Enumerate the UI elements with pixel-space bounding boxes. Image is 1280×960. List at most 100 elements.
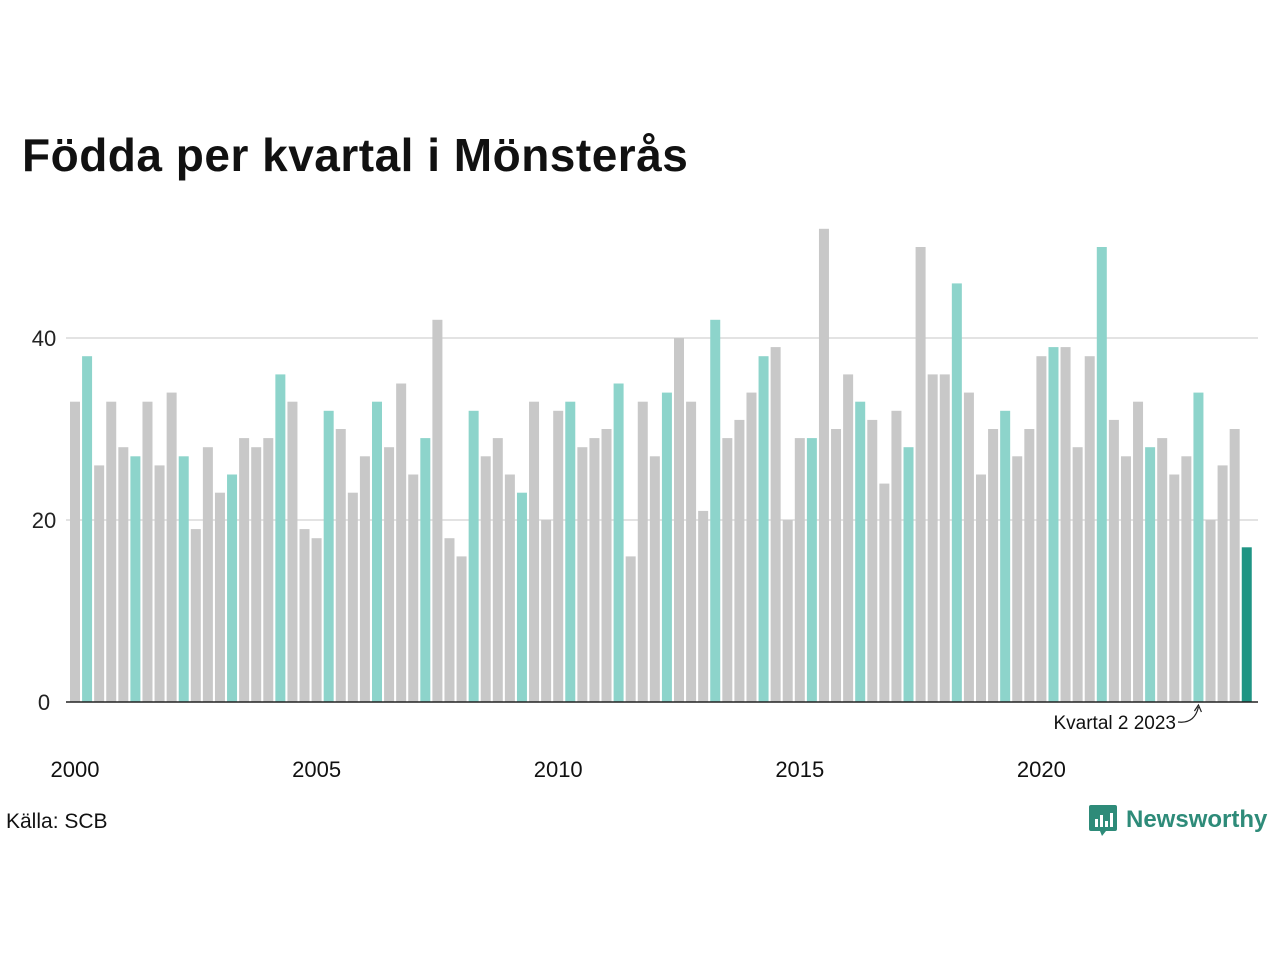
bar xyxy=(1133,401,1144,702)
bar xyxy=(831,429,842,702)
bar xyxy=(601,429,612,702)
bar xyxy=(323,410,334,702)
bar xyxy=(722,438,733,702)
bar xyxy=(843,374,854,702)
bar xyxy=(166,392,177,702)
x-tick-label: 2010 xyxy=(534,757,583,782)
brand-name: Newsworthy xyxy=(1126,806,1268,833)
bar xyxy=(867,419,878,702)
bar xyxy=(818,228,829,703)
bar xyxy=(686,401,697,702)
bar xyxy=(1060,347,1071,702)
bar xyxy=(263,438,274,702)
bar xyxy=(758,356,769,702)
brand-logo: Newsworthy xyxy=(1088,803,1267,837)
bar xyxy=(1217,465,1228,702)
chart-title: Födda per kvartal i Mönsterås xyxy=(22,129,689,181)
bar xyxy=(1072,447,1083,702)
bar xyxy=(227,474,238,702)
bar xyxy=(939,374,950,702)
bar xyxy=(311,538,322,702)
bar xyxy=(372,401,382,702)
newsworthy-logo-icon xyxy=(1089,805,1117,836)
bar xyxy=(251,447,262,702)
x-tick-label: 2005 xyxy=(292,757,341,782)
bar xyxy=(746,392,757,702)
bar xyxy=(516,492,527,702)
bar xyxy=(541,520,552,702)
bar xyxy=(1169,474,1180,702)
bar xyxy=(782,520,793,702)
x-tick-labels: 2000 2005 2010 2015 2020 xyxy=(51,757,1066,782)
bar xyxy=(154,465,165,702)
bar xyxy=(190,529,201,702)
bar xyxy=(1157,438,1168,702)
bar xyxy=(891,410,902,702)
bar xyxy=(480,456,491,702)
bar xyxy=(178,456,189,702)
bar xyxy=(408,474,419,702)
bar xyxy=(625,556,636,702)
bar xyxy=(444,538,455,702)
bar xyxy=(963,392,974,702)
bar xyxy=(577,447,588,702)
bar xyxy=(359,456,370,702)
bar xyxy=(214,492,225,702)
bar xyxy=(710,319,721,702)
bar xyxy=(661,392,672,702)
bar xyxy=(553,410,564,702)
bar xyxy=(674,338,684,702)
bar xyxy=(299,529,310,702)
x-tick-label: 2020 xyxy=(1017,757,1066,782)
bar xyxy=(118,447,129,702)
bar xyxy=(649,456,660,702)
bar xyxy=(915,247,926,702)
bar xyxy=(1108,419,1119,702)
bar xyxy=(1084,356,1095,702)
bar xyxy=(335,429,346,702)
y-tick-label: 20 xyxy=(32,508,56,533)
bar xyxy=(770,347,781,702)
bar xyxy=(1096,247,1107,702)
bar xyxy=(1229,429,1240,702)
annotation-arrowhead xyxy=(1193,703,1202,713)
bar xyxy=(70,401,80,702)
bar xyxy=(698,510,709,702)
y-tick-label: 0 xyxy=(38,690,50,715)
bar xyxy=(287,401,298,702)
bars xyxy=(70,228,1252,703)
bar xyxy=(456,556,467,702)
bar xyxy=(1036,356,1047,702)
bar xyxy=(927,374,938,702)
bar xyxy=(202,447,213,702)
annotation: Kvartal 2 2023 xyxy=(1053,703,1202,734)
bar xyxy=(794,438,805,702)
bar xyxy=(734,419,745,702)
bar xyxy=(130,456,141,702)
bar xyxy=(637,401,648,702)
bar xyxy=(1000,410,1011,702)
bar xyxy=(94,465,105,702)
bar xyxy=(1145,447,1156,702)
bar xyxy=(976,474,986,702)
x-tick-label: 2000 xyxy=(51,757,100,782)
bar xyxy=(396,383,407,702)
bar xyxy=(384,447,395,702)
bar xyxy=(988,429,999,702)
bar xyxy=(903,447,914,702)
bar xyxy=(1181,456,1192,702)
annotation-label: Kvartal 2 2023 xyxy=(1053,713,1176,734)
bar xyxy=(420,438,431,702)
bar xyxy=(565,401,576,702)
bar xyxy=(1193,392,1204,702)
y-tick-labels: 0 20 40 xyxy=(32,326,56,715)
bar xyxy=(613,383,624,702)
bar xyxy=(275,374,286,702)
annotation-arrow xyxy=(1177,706,1200,723)
bar xyxy=(879,483,890,702)
bar xyxy=(1012,456,1023,702)
bar xyxy=(806,438,817,702)
bar xyxy=(1024,429,1035,702)
bar xyxy=(504,474,515,702)
